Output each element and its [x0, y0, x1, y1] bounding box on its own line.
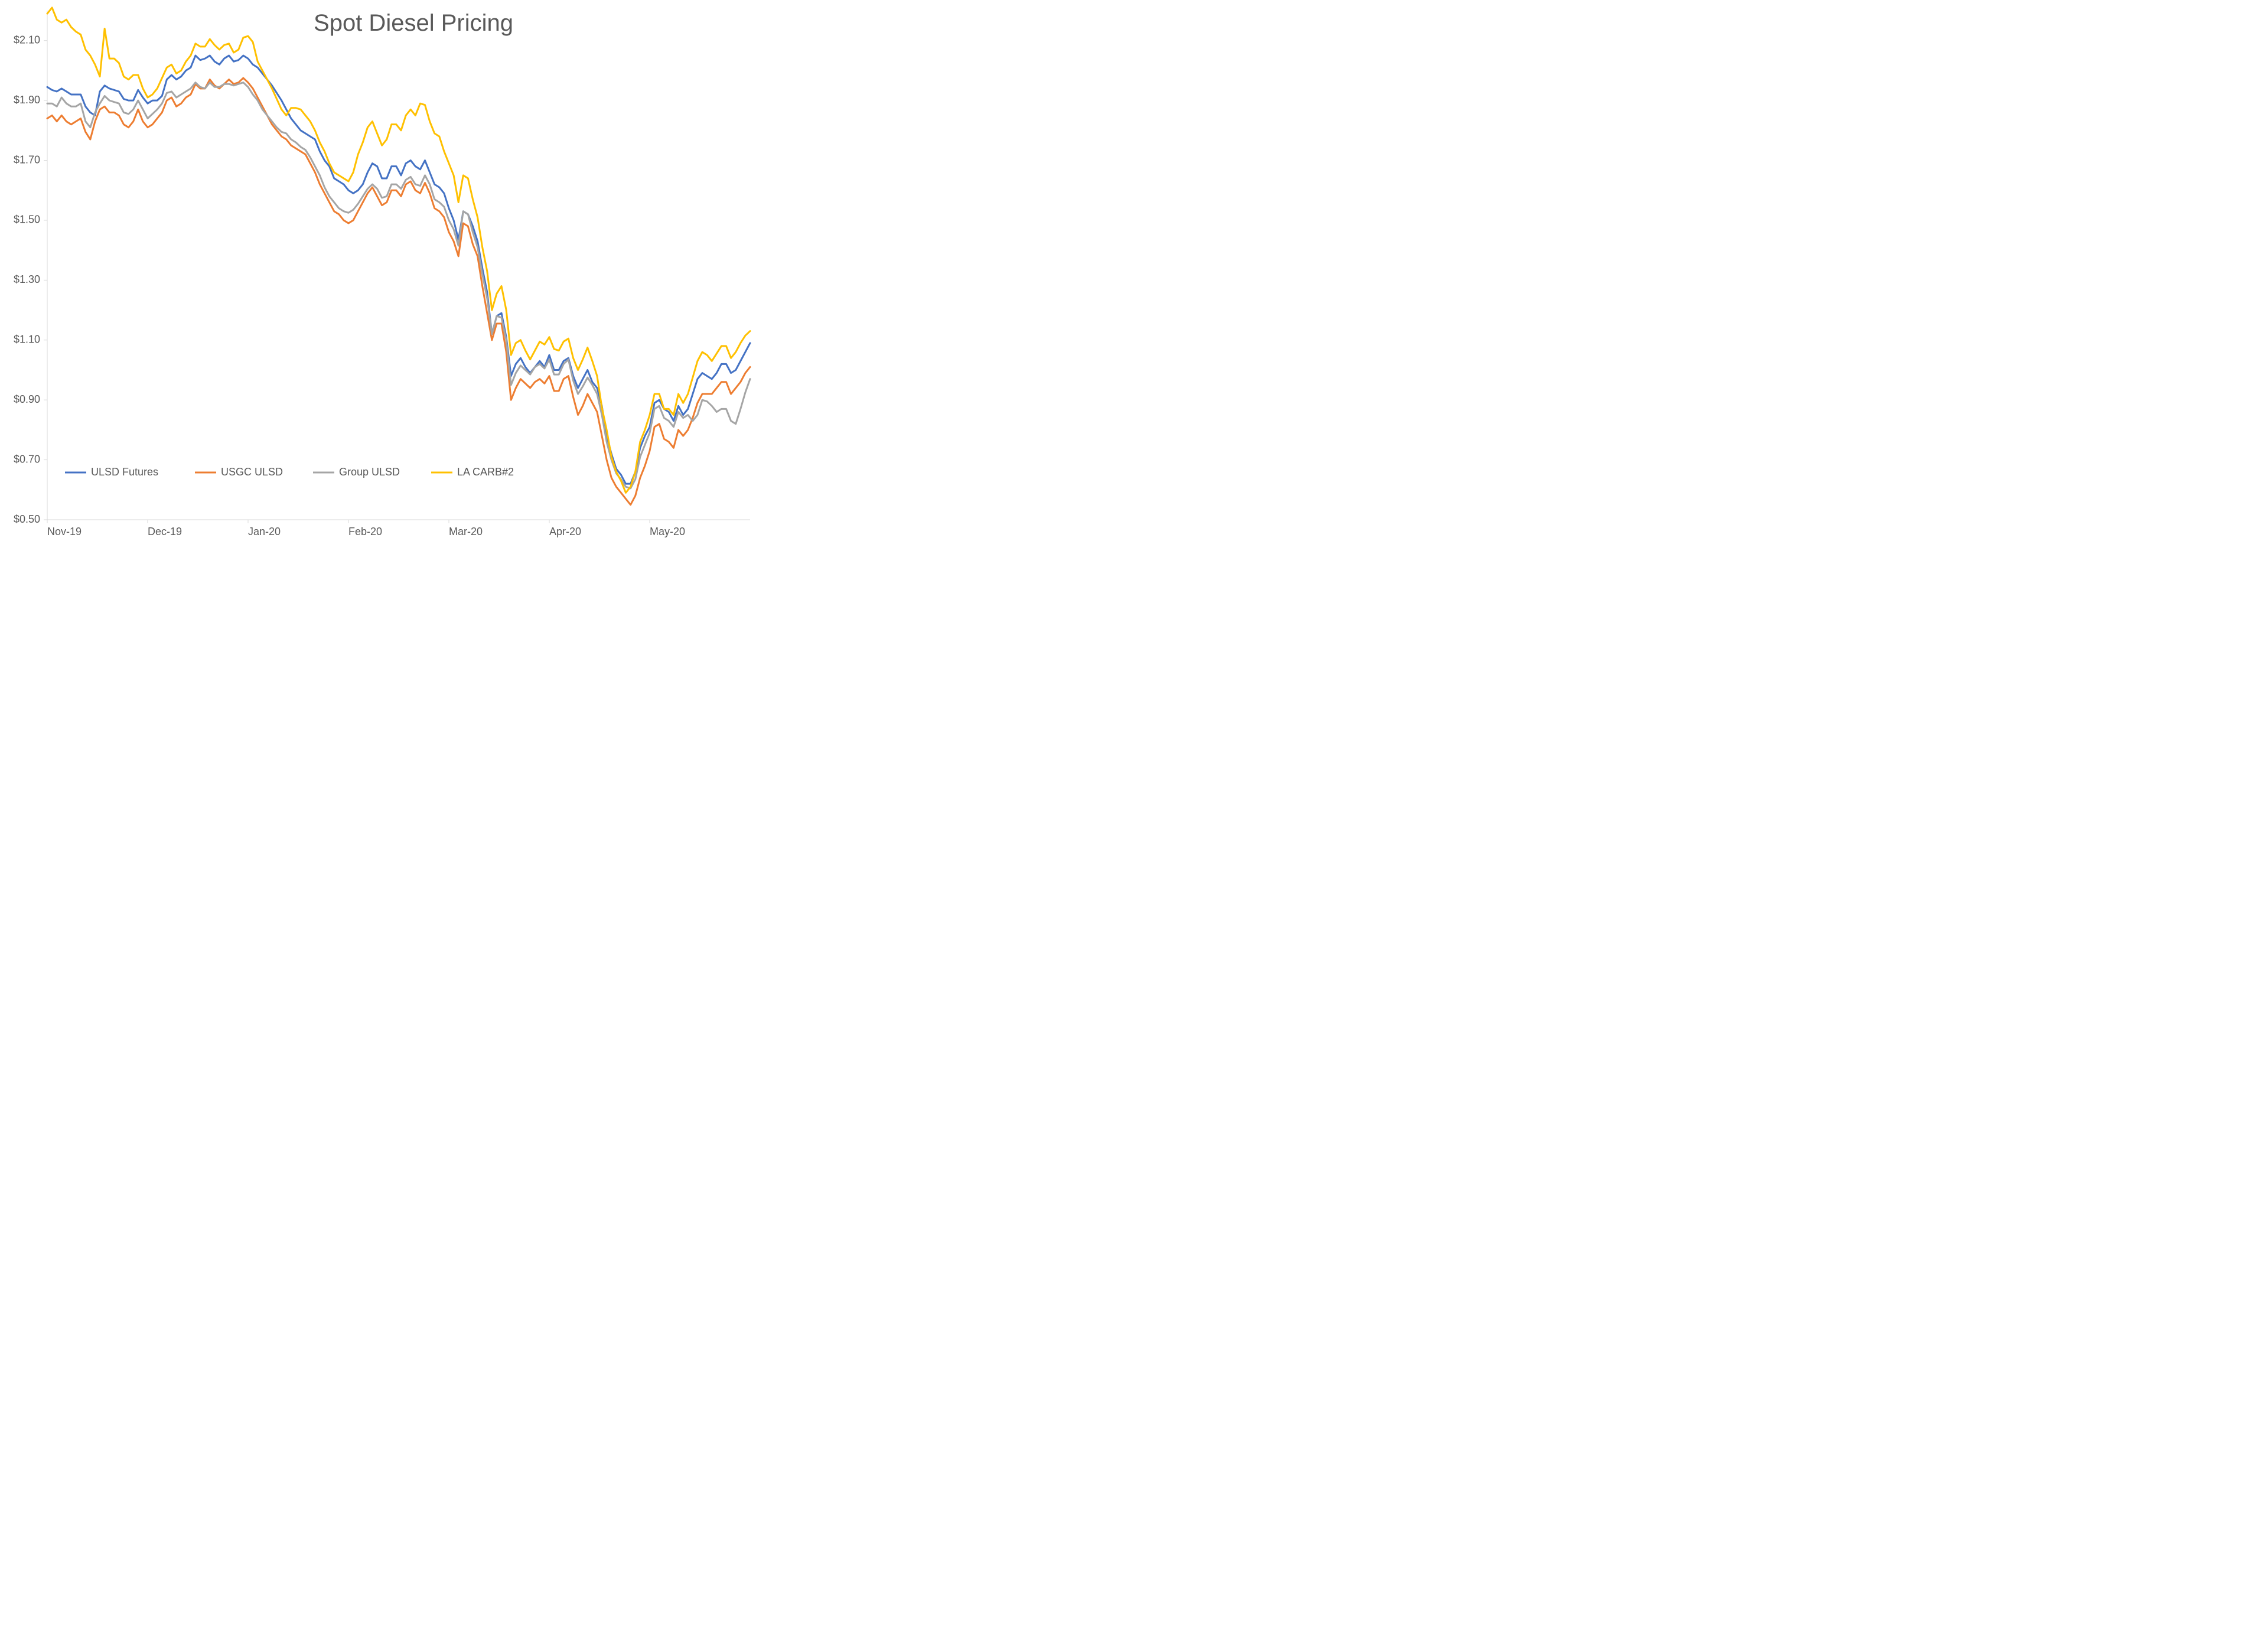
x-axis-tick-label: Dec-19	[148, 526, 182, 537]
legend-label: LA CARB#2	[457, 466, 514, 478]
chart-svg: $0.50 $0.70 $0.90 $1.10 $1.30 $1.50 $1.70 $1.90…	[0, 0, 756, 549]
legend-label: USGC ULSD	[221, 466, 283, 478]
y-axis-tick-label: $1.10	[14, 334, 40, 346]
legend-label: ULSD Futures	[91, 466, 158, 478]
y-axis-tick-label: $1.70	[14, 154, 40, 165]
x-axis-tick-label: Jan-20	[248, 526, 281, 537]
x-axis-tick-label: May-20	[650, 526, 685, 537]
spot-diesel-chart: $0.50 $0.70 $0.90 $1.10 $1.30 $1.50 $1.70 $1.90…	[0, 0, 756, 549]
y-axis-tick-label: $1.30	[14, 273, 40, 285]
y-axis-tick-label: $1.50	[14, 214, 40, 226]
x-axis-tick-label: Feb-20	[348, 526, 382, 537]
x-axis-tick-label: Mar-20	[449, 526, 483, 537]
x-axis-tick-label: Apr-20	[549, 526, 581, 537]
y-axis-tick-label: $0.70	[14, 453, 40, 465]
chart-title: Spot Diesel Pricing	[314, 10, 513, 36]
y-axis-tick-label: $1.90	[14, 94, 40, 106]
y-axis-tick-label: $0.90	[14, 393, 40, 405]
legend-label: Group ULSD	[339, 466, 400, 478]
x-axis-tick-label: Nov-19	[47, 526, 82, 537]
y-axis-tick-label: $2.10	[14, 34, 40, 45]
y-axis-tick-label: $0.50	[14, 513, 40, 525]
